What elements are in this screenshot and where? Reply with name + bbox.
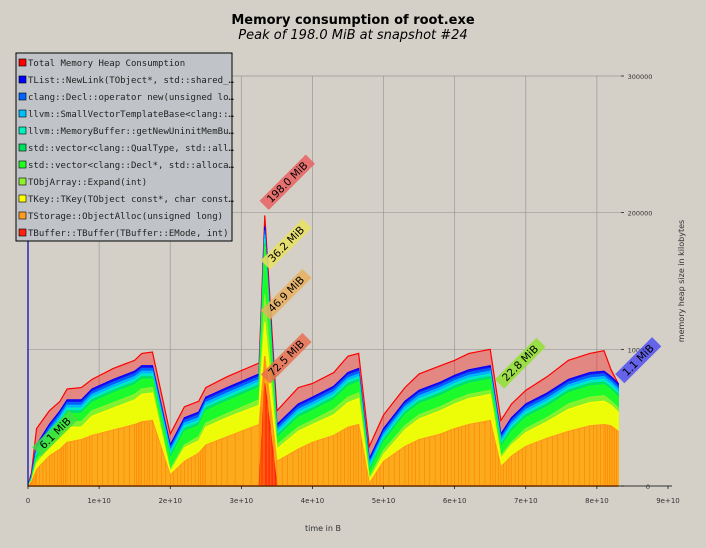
x-tick-label-4: 4e+10 <box>301 497 325 505</box>
legend: Total Memory Heap ConsumptionTList::NewL… <box>15 52 234 242</box>
annotation-bg-6 <box>615 337 662 384</box>
annotation-bg-0 <box>259 154 315 210</box>
legend-swatch-5 <box>18 143 27 152</box>
y-tick-label-3: 300000 <box>628 73 653 81</box>
chart-title: Memory consumption of root.exe <box>231 13 475 28</box>
legend-swatch-3 <box>18 109 27 118</box>
legend-label-1: TList::NewLink(TObject*, std::shared_… <box>28 76 234 86</box>
legend-swatch-7 <box>18 177 27 186</box>
annotation-0: 198.0 MiB <box>259 154 315 210</box>
annotation-1: 36.2 MiB <box>260 218 312 270</box>
x-tick-label-5: 5e+10 <box>372 497 396 505</box>
legend-box <box>15 52 233 242</box>
y-tick-label-0: 0 <box>646 483 650 491</box>
annotation-6: 1.1 MiB <box>615 337 662 384</box>
legend-swatch-9 <box>18 211 27 220</box>
area-series <box>26 215 619 487</box>
legend-swatch-0 <box>18 58 27 67</box>
y-axis-label: memory heap size in kilobytes <box>677 220 686 342</box>
x-tick-label-3: 3e+10 <box>230 497 254 505</box>
legend-swatch-6 <box>18 160 27 169</box>
annotation-label-2: 46.9 MiB <box>266 274 307 315</box>
legend-label-10: TBuffer::TBuffer(TBuffer::EMode, int) <box>28 229 228 239</box>
legend-swatch-2 <box>18 92 27 101</box>
annotation-bg-4 <box>32 410 79 457</box>
y-tick-label-2: 200000 <box>628 210 653 218</box>
legend-swatch-1 <box>18 75 27 84</box>
x-tick-label-9: 9e+10 <box>656 497 680 505</box>
annotation-bg-3 <box>260 332 312 384</box>
legend-label-3: llvm::SmallVectorTemplateBase<clang::… <box>28 110 234 120</box>
x-tick-label-1: 1e+10 <box>87 497 111 505</box>
annotation-label-0: 198.0 MiB <box>265 160 311 206</box>
legend-label-6: std::vector<clang::Decl*, std::alloca… <box>28 161 234 171</box>
legend-swatch-10 <box>18 228 27 237</box>
annotation-5: 22.8 MiB <box>494 337 546 389</box>
legend-label-5: std::vector<clang::QualType, std::all… <box>28 144 234 154</box>
annotation-bg-1 <box>260 218 312 270</box>
x-tick-label-8: 8e+10 <box>585 497 609 505</box>
x-tick-label-2: 2e+10 <box>158 497 182 505</box>
legend-swatch-8 <box>18 194 27 203</box>
x-axis-label: time in B <box>305 524 341 533</box>
annotation-bg-5 <box>494 337 546 389</box>
legend-label-7: TObjArray::Expand(int) <box>28 178 147 188</box>
x-tick-label-6: 6e+10 <box>443 497 467 505</box>
legend-label-0: Total Memory Heap Consumption <box>28 59 185 69</box>
annotation-bg-2 <box>260 268 312 320</box>
chart-subtitle: Peak of 198.0 MiB at snapshot #24 <box>238 28 467 43</box>
legend-label-4: llvm::MemoryBuffer::getNewUninitMemBu… <box>28 127 234 137</box>
legend-label-2: clang::Decl::operator new(unsigned lo… <box>28 93 234 103</box>
x-tick-label-7: 7e+10 <box>514 497 538 505</box>
legend-swatch-4 <box>18 126 27 135</box>
annotation-label-1: 36.2 MiB <box>266 224 307 265</box>
x-tick-label-0: 0 <box>26 497 30 505</box>
legend-label-9: TStorage::ObjectAlloc(unsigned long) <box>28 212 223 222</box>
legend-label-8: TKey::TKey(TObject const*, char const… <box>28 195 234 205</box>
